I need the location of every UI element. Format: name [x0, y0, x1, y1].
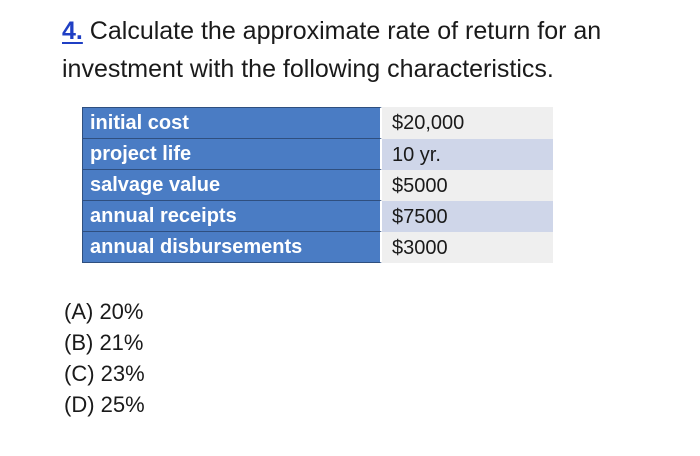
question-prompt: Calculate the approximate rate of return… [62, 17, 602, 83]
row-label: initial cost [82, 107, 382, 139]
characteristics-table: initial cost $20,000 project life 10 yr.… [82, 107, 553, 263]
table-row: salvage value $5000 [82, 170, 553, 201]
row-value: $7500 [382, 201, 553, 232]
table-row: annual receipts $7500 [82, 201, 553, 232]
option-c[interactable]: (C) 23% [64, 361, 145, 386]
row-value: $3000 [382, 232, 553, 263]
option-d[interactable]: (D) 25% [64, 392, 145, 417]
question-number: 4. [62, 17, 83, 45]
row-label: salvage value [82, 170, 382, 201]
row-value: 10 yr. [382, 139, 553, 170]
row-value: $20,000 [382, 107, 553, 139]
table-row: annual disbursements $3000 [82, 232, 553, 263]
row-label: annual receipts [82, 201, 382, 232]
table-row: initial cost $20,000 [82, 107, 553, 139]
row-value: $5000 [382, 170, 553, 201]
row-label: annual disbursements [82, 232, 382, 263]
option-b[interactable]: (B) 21% [64, 330, 144, 355]
table-row: project life 10 yr. [82, 139, 553, 170]
question-text-block: 4. Calculate the approximate rate of ret… [62, 12, 682, 88]
row-label: project life [82, 139, 382, 170]
answer-options: (A) 20% (B) 21% (C) 23% (D) 25% [64, 296, 145, 420]
option-a[interactable]: (A) 20% [64, 299, 144, 324]
